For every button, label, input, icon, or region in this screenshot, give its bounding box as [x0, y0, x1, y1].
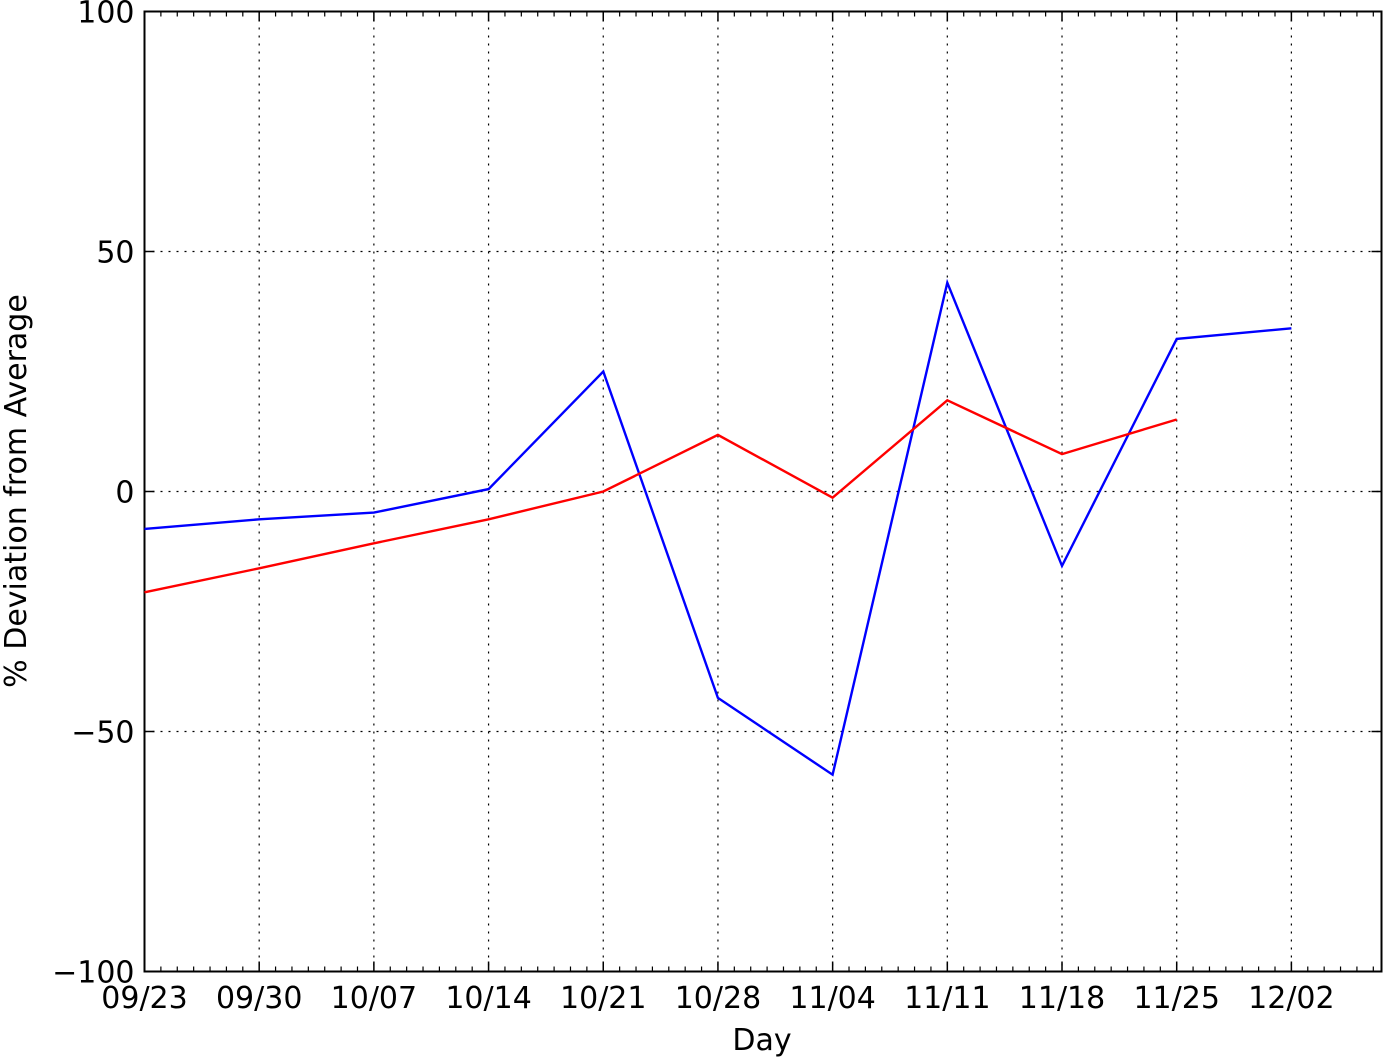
x-tick-label: 10/07	[331, 981, 417, 1016]
y-tick-label: 0	[115, 476, 134, 511]
x-tick-label: 12/02	[1248, 981, 1334, 1016]
y-axis-title: % Deviation from Average	[0, 294, 34, 688]
series-lines	[144, 278, 1292, 777]
x-tick-label: 11/25	[1133, 981, 1219, 1016]
x-tick-label: 11/11	[904, 981, 990, 1016]
x-tick-label: 10/28	[675, 981, 761, 1016]
x-tick-label: 09/23	[101, 981, 187, 1016]
x-tick-label: 10/14	[445, 981, 531, 1016]
x-tick-label: 11/04	[789, 981, 875, 1016]
grid-lines	[143, 11, 1382, 972]
tick-labels: 09/23 09/30 10/07 10/14 10/21 10/28 11/04 11/11…	[52, 0, 1335, 1016]
y-tick-label: 100	[77, 0, 134, 31]
series-line-red	[144, 398, 1178, 594]
y-tick-label: −100	[52, 956, 134, 991]
y-tick-label: −50	[71, 716, 134, 751]
y-tick-label: 50	[96, 236, 134, 271]
x-tick-label: 09/30	[216, 981, 302, 1016]
axis-ticks	[143, 10, 1382, 973]
x-tick-label: 11/18	[1019, 981, 1105, 1016]
series-line-blue	[144, 278, 1292, 777]
x-axis-title: Day	[732, 1023, 791, 1057]
x-tick-label: 10/21	[560, 981, 646, 1016]
